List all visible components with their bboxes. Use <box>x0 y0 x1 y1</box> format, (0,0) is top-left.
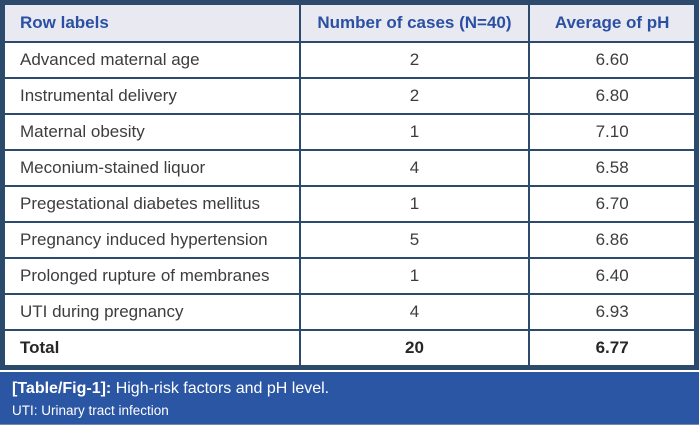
ph-cell: 6.93 <box>528 293 698 331</box>
caption-figure-tag: [Table/Fig-1]: <box>12 380 112 397</box>
ph-cell: 6.70 <box>528 185 698 223</box>
table-row: Maternal obesity 1 7.10 <box>1 113 698 151</box>
ph-cell: 6.60 <box>528 41 698 79</box>
column-header-number-of-cases: Number of cases (N=40) <box>298 1 531 43</box>
column-header-average-ph: Average of pH <box>528 1 698 43</box>
cases-cell: 1 <box>298 257 531 295</box>
cases-cell: 2 <box>298 41 531 79</box>
total-ph-cell: 6.77 <box>528 329 698 369</box>
header-row: Row labels Number of cases (N=40) Averag… <box>1 1 698 43</box>
cases-cell: 2 <box>298 77 531 115</box>
row-label-cell: Advanced maternal age <box>1 41 301 79</box>
table-row: UTI during pregnancy 4 6.93 <box>1 293 698 331</box>
row-label-cell: Maternal obesity <box>1 113 301 151</box>
ph-cell: 6.86 <box>528 221 698 259</box>
total-row: Total 20 6.77 <box>1 329 698 369</box>
ph-cell: 6.80 <box>528 77 698 115</box>
row-label-cell: Pregestational diabetes mellitus <box>1 185 301 223</box>
row-label-cell: Pregnancy induced hypertension <box>1 221 301 259</box>
cases-cell: 4 <box>298 293 531 331</box>
table-row: Advanced maternal age 2 6.60 <box>1 41 698 79</box>
table-header: Row labels Number of cases (N=40) Averag… <box>1 1 698 43</box>
total-label-cell: Total <box>1 329 301 369</box>
row-label-cell: Instrumental delivery <box>1 77 301 115</box>
cases-cell: 1 <box>298 185 531 223</box>
total-cases-cell: 20 <box>298 329 531 369</box>
table-row: Pregestational diabetes mellitus 1 6.70 <box>1 185 698 223</box>
table-row: Prolonged rupture of membranes 1 6.40 <box>1 257 698 295</box>
table-body: Advanced maternal age 2 6.60 Instrumenta… <box>1 41 698 369</box>
ph-cell: 7.10 <box>528 113 698 151</box>
high-risk-factors-table: Row labels Number of cases (N=40) Averag… <box>0 0 699 370</box>
table-row: Meconium-stained liquor 4 6.58 <box>1 149 698 187</box>
row-label-cell: Prolonged rupture of membranes <box>1 257 301 295</box>
table-row: Pregnancy induced hypertension 5 6.86 <box>1 221 698 259</box>
ph-cell: 6.58 <box>528 149 698 187</box>
figure-caption: [Table/Fig-1]: High-risk factors and pH … <box>0 372 699 425</box>
cases-cell: 1 <box>298 113 531 151</box>
cases-cell: 5 <box>298 221 531 259</box>
ph-cell: 6.40 <box>528 257 698 295</box>
table-row: Instrumental delivery 2 6.80 <box>1 77 698 115</box>
column-header-row-labels: Row labels <box>1 1 301 43</box>
caption-title: [Table/Fig-1]: High-risk factors and pH … <box>12 379 687 399</box>
caption-footnote: UTI: Urinary tract infection <box>12 403 169 418</box>
row-label-cell: UTI during pregnancy <box>1 293 301 331</box>
caption-title-text: High-risk factors and pH level. <box>111 380 330 397</box>
row-label-cell: Meconium-stained liquor <box>1 149 301 187</box>
cases-cell: 4 <box>298 149 531 187</box>
